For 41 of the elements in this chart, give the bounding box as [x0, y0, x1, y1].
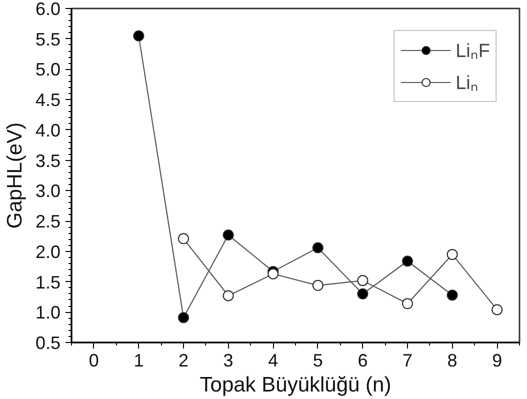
- y-tick-label: 2.5: [35, 212, 61, 232]
- point: [446, 290, 458, 301]
- point: [402, 298, 413, 310]
- y-tick-label: 3.5: [35, 150, 61, 171]
- x-tick-label: 2: [178, 350, 189, 370]
- y-tick-label: 6.0: [35, 0, 61, 19]
- point: [222, 290, 234, 302]
- point: [357, 288, 368, 300]
- y-tick-label: 4.5: [35, 90, 61, 110]
- y-axis-title: GapHL(eV): [3, 122, 26, 229]
- point: [357, 275, 368, 286]
- y-tick-label: 3.0: [35, 181, 61, 202]
- point: [402, 256, 413, 267]
- x-tick-label: 5: [312, 350, 323, 370]
- x-tick-label: 1: [134, 350, 144, 370]
- y-tick-label: 2.0: [35, 242, 61, 262]
- x-tick-label: 4: [268, 350, 278, 370]
- point: [492, 304, 503, 316]
- point: [178, 233, 189, 244]
- legend-label: Liₙ: [456, 72, 478, 95]
- x-tick-label: 7: [402, 350, 413, 370]
- x-tick-label: 8: [447, 350, 458, 370]
- x-tick-label: 0: [88, 350, 99, 370]
- x-tick-label: 3: [223, 350, 234, 370]
- point: [268, 268, 279, 280]
- point: [178, 312, 189, 324]
- legend-label: LiₙF: [456, 40, 490, 63]
- point: [312, 280, 324, 291]
- y-tick-label: 5.5: [35, 29, 61, 50]
- y-tick-label: 1.5: [35, 272, 61, 292]
- point: [222, 230, 234, 241]
- y-tick-label: 4.0: [35, 120, 61, 140]
- x-tick-label: 6: [358, 350, 368, 370]
- point: [133, 30, 144, 42]
- x-tick-label: 9: [492, 350, 502, 370]
- point: [446, 248, 458, 260]
- y-tick-label: 1.0: [35, 302, 61, 323]
- y-tick-label: 0.5: [35, 333, 61, 353]
- y-tick-label: 5.0: [35, 60, 61, 80]
- point: [312, 242, 324, 254]
- x-axis-title: Topak Büyüklüğü (n): [200, 374, 392, 396]
